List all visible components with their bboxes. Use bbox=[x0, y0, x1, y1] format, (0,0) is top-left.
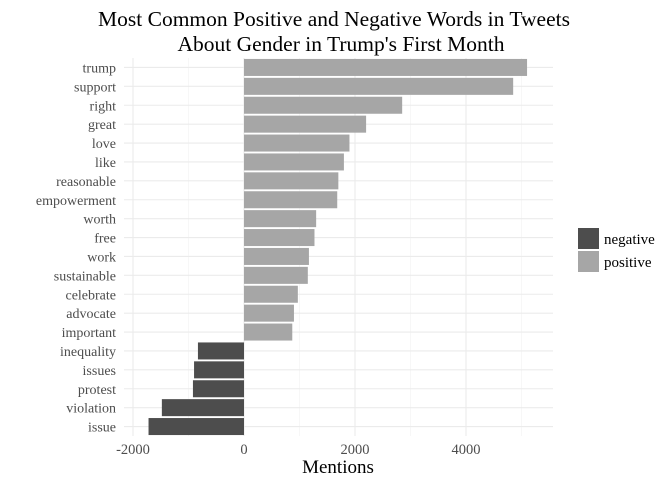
bar-issue bbox=[148, 418, 244, 436]
bar-empowerment bbox=[244, 191, 338, 209]
bar-trump bbox=[244, 58, 528, 76]
y-tick-label-trump: trump bbox=[83, 61, 116, 76]
bar-violation bbox=[161, 399, 244, 417]
x-axis-tick-labels: -2000 0 2000 4000 bbox=[116, 442, 480, 458]
bar-advocate bbox=[244, 304, 294, 322]
chart-title-line-1: Most Common Positive and Negative Words … bbox=[98, 7, 570, 31]
bar-support bbox=[244, 77, 514, 95]
legend-key-positive bbox=[578, 251, 599, 272]
y-tick-label-like: like bbox=[95, 156, 116, 171]
y-tick-label-sustainable: sustainable bbox=[54, 269, 116, 284]
x-tick-label-2000: 2000 bbox=[341, 442, 370, 458]
bar-love bbox=[244, 134, 350, 152]
y-tick-label-empowerment: empowerment bbox=[36, 194, 116, 209]
y-tick-label-important: important bbox=[62, 326, 117, 341]
bar-inequality bbox=[197, 342, 244, 360]
bar-celebrate bbox=[244, 285, 298, 303]
y-tick-label-issues: issues bbox=[83, 364, 116, 379]
x-tick-label--2000: -2000 bbox=[116, 442, 150, 458]
y-tick-label-support: support bbox=[74, 80, 116, 95]
x-axis-title: Mentions bbox=[302, 457, 374, 478]
y-tick-label-love: love bbox=[92, 137, 116, 152]
x-tick-label-4000: 4000 bbox=[452, 442, 481, 458]
bar-great bbox=[244, 115, 367, 133]
legend: negative positive bbox=[578, 228, 655, 272]
y-tick-label-issue: issue bbox=[88, 421, 116, 436]
y-tick-label-reasonable: reasonable bbox=[56, 175, 116, 190]
bar-like bbox=[244, 153, 344, 171]
y-tick-label-inequality: inequality bbox=[60, 345, 116, 360]
x-tick-label-0: 0 bbox=[240, 442, 247, 458]
bar-reasonable bbox=[244, 172, 339, 190]
y-axis-tick-labels: trump support right great love like reasonable… bbox=[36, 61, 116, 435]
y-tick-label-protest: protest bbox=[78, 383, 116, 398]
chart-title-line-2: About Gender in Trump's First Month bbox=[177, 32, 504, 56]
bar-important bbox=[244, 323, 293, 341]
legend-label-negative: negative bbox=[604, 232, 655, 248]
bar-worth bbox=[244, 210, 317, 228]
y-tick-label-celebrate: celebrate bbox=[65, 288, 116, 303]
bars bbox=[148, 58, 528, 436]
y-tick-label-great: great bbox=[88, 118, 116, 133]
y-tick-label-free: free bbox=[94, 232, 116, 247]
legend-key-negative bbox=[578, 228, 599, 249]
legend-label-positive: positive bbox=[604, 255, 652, 271]
y-tick-label-worth: worth bbox=[83, 213, 116, 228]
bar-right bbox=[244, 96, 403, 114]
y-tick-label-violation: violation bbox=[66, 402, 116, 417]
y-tick-label-right: right bbox=[90, 99, 117, 114]
y-tick-label-work: work bbox=[87, 250, 116, 265]
bar-issues bbox=[194, 361, 244, 379]
bar-work bbox=[244, 247, 309, 265]
y-tick-label-advocate: advocate bbox=[66, 307, 116, 322]
bar-protest bbox=[192, 380, 244, 398]
chart-title: Most Common Positive and Negative Words … bbox=[98, 7, 570, 56]
plot-panel bbox=[124, 58, 553, 436]
bar-free bbox=[244, 229, 315, 247]
bar-sustainable bbox=[244, 266, 308, 284]
